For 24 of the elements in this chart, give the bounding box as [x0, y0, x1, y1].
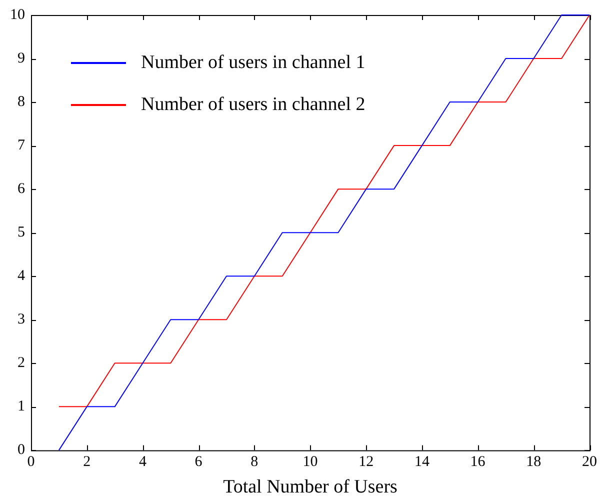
x-tick-label: 12: [358, 454, 374, 470]
x-tick-label: 18: [526, 454, 542, 470]
y-tick-label: 5: [18, 224, 25, 241]
y-tick-label: 8: [18, 94, 25, 110]
y-tick-label: 1: [18, 398, 25, 415]
x-tick-label: 14: [414, 454, 430, 470]
y-tick-label: 2: [18, 355, 25, 372]
y-tick-label: 0: [18, 442, 25, 458]
y-tick-label: 4: [18, 268, 26, 284]
x-tick-label: 16: [470, 454, 486, 470]
legend-label: Number of users in channel 1: [141, 52, 366, 73]
x-axis-title: Total Number of Users: [223, 476, 398, 498]
x-tick-label: 8: [250, 454, 258, 470]
x-tick-label: 2: [83, 454, 91, 470]
x-tick-label: 6: [194, 454, 203, 470]
x-tick-label: 10: [302, 454, 318, 470]
legend-label: Number of users in channel 2: [141, 94, 366, 115]
y-tick-label: 7: [18, 137, 26, 154]
y-tick-label: 6: [18, 181, 26, 198]
x-tick-label: 4: [138, 454, 147, 470]
y-tick-label: 3: [18, 312, 25, 328]
y-tick-label: 10: [10, 6, 25, 23]
y-tick-label: 9: [18, 50, 25, 66]
x-tick-label: 20: [582, 454, 597, 470]
